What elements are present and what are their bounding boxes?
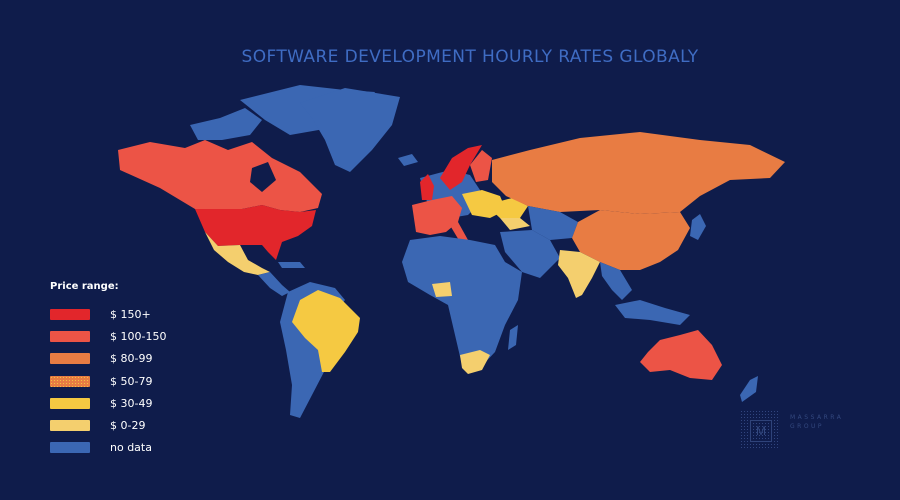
map-title: SOFTWARE DEVELOPMENT HOURLY RATES GLOBAL… xyxy=(241,47,699,67)
legend-swatch-0-29 xyxy=(50,420,90,432)
region-southeast-asia xyxy=(600,262,632,300)
region-uk xyxy=(420,174,434,200)
logo-mark xyxy=(740,410,780,450)
legend-label: $ 50-79 xyxy=(110,374,153,388)
region-brazil xyxy=(292,290,360,372)
legend-item: $ 50-79 xyxy=(50,370,166,392)
region-nigeria xyxy=(432,282,452,297)
logo-text-line-2: GROUP xyxy=(790,423,825,430)
region-norway-sweden xyxy=(440,145,482,190)
logo-text-line-1: MASSARRA xyxy=(790,414,844,421)
legend-swatch-30-49 xyxy=(50,397,90,409)
legend-label: $ 30-49 xyxy=(110,396,153,410)
region-new-zealand xyxy=(740,376,758,402)
legend-item: $ 0-29 xyxy=(50,414,166,436)
legend-label: $ 0-29 xyxy=(110,419,146,433)
region-central-america xyxy=(258,272,290,296)
region-japan xyxy=(690,214,706,240)
legend-swatch-150-plus xyxy=(50,308,90,320)
legend-title: Price range: xyxy=(50,281,119,292)
region-madagascar xyxy=(508,325,518,350)
legend: Price range: $ 150+ $ 100-150 $ 80-99 $ … xyxy=(50,281,166,459)
company-logo: M MASSARRA GROUP xyxy=(740,410,850,452)
region-central-asia xyxy=(528,206,578,240)
region-india xyxy=(558,250,600,298)
legend-item: $ 100-150 xyxy=(50,325,166,347)
legend-swatch-50-79 xyxy=(50,375,90,387)
legend-swatch-no-data xyxy=(50,442,90,454)
legend-label: $ 150+ xyxy=(110,307,151,321)
legend-label: no data xyxy=(110,441,152,455)
region-greenland xyxy=(300,88,400,172)
legend-label: $ 80-99 xyxy=(110,352,153,366)
legend-item: $ 30-49 xyxy=(50,392,166,414)
legend-swatch-80-99 xyxy=(50,353,90,365)
legend-item: no data xyxy=(50,437,166,459)
region-italy xyxy=(448,222,468,242)
legend-item: $ 80-99 xyxy=(50,348,166,370)
region-hudson-bay xyxy=(250,162,276,192)
region-australia xyxy=(640,330,722,380)
logo-mark-letter: M xyxy=(750,420,772,442)
region-usa xyxy=(195,205,316,260)
legend-swatch-100-150 xyxy=(50,330,90,342)
region-western-europe xyxy=(412,196,462,235)
legend-item: $ 150+ xyxy=(50,303,166,325)
region-turkey xyxy=(500,218,530,230)
region-china xyxy=(572,210,690,270)
logo-text: MASSARRA GROUP xyxy=(790,413,843,431)
region-alaska xyxy=(190,108,262,140)
region-ukraine xyxy=(486,198,528,218)
region-iceland xyxy=(398,154,418,166)
region-finland xyxy=(470,150,492,182)
region-canada xyxy=(118,140,322,212)
region-south-africa xyxy=(460,350,490,374)
region-mexico xyxy=(205,232,270,275)
region-middle-east xyxy=(500,230,560,278)
legend-label: $ 100-150 xyxy=(110,329,167,343)
region-africa xyxy=(402,236,522,370)
region-caribbean xyxy=(278,262,305,268)
region-indonesia xyxy=(615,300,690,325)
region-russia xyxy=(492,132,785,214)
